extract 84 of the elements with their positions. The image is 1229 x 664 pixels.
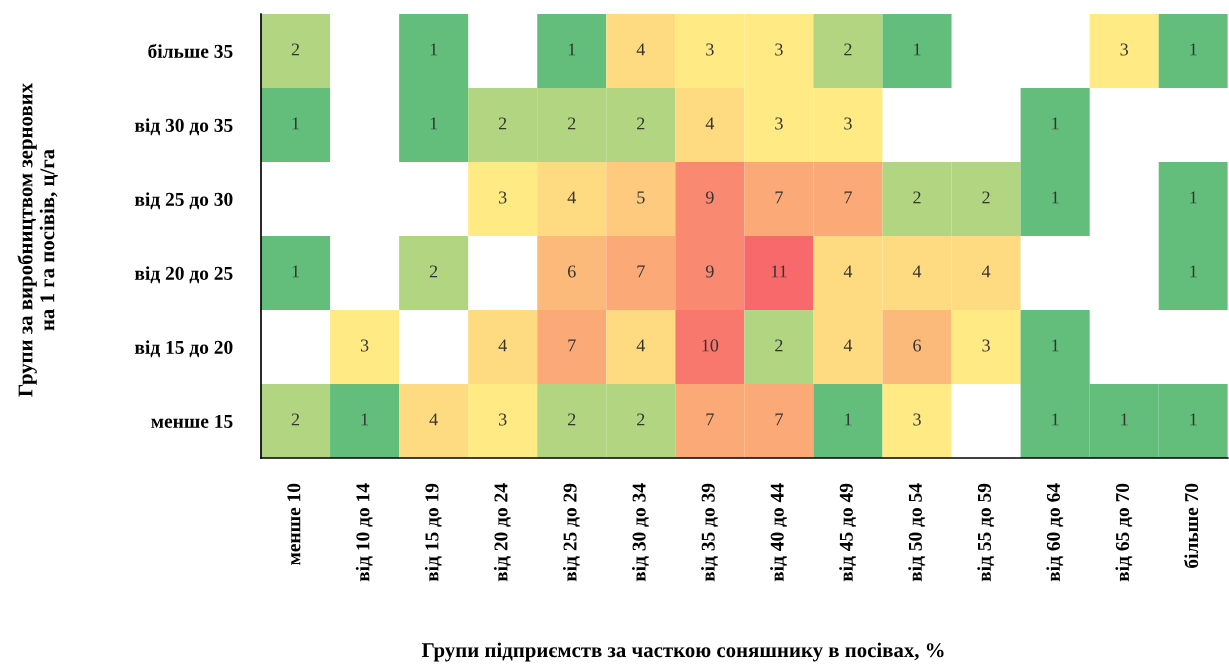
data-label: 2 [844,43,852,56]
data-label: 4 [705,117,715,130]
data-label: 6 [913,339,921,352]
data-label: 3 [706,43,714,56]
data-label: 4 [636,339,646,352]
data-label: 1 [361,413,369,426]
x-tick-label: більше 70 [1184,483,1199,568]
y-tick-label: більше 35 [148,43,233,58]
data-label: 4 [498,339,507,352]
data-label: 2 [775,339,783,352]
data-label: 4 [912,265,922,278]
data-label: 4 [843,339,853,352]
data-label: 1 [1052,191,1059,204]
x-tick-label: від 60 до 64 [1046,483,1064,582]
data-label: 3 [499,191,507,204]
data-label: 1 [1190,413,1197,426]
data-label: 2 [982,191,990,204]
data-label: 9 [705,191,714,204]
data-label: 4 [567,191,576,204]
x-tick-label: від 50 до 54 [908,483,926,582]
y-tick-label: від 15 до 20 [134,340,233,358]
data-label: 1 [430,43,438,56]
y-tick-label: від 25 до 30 [134,192,233,210]
data-label: 7 [706,413,714,426]
data-label: 3 [499,413,507,426]
data-label: 3 [775,43,783,56]
x-tick-label: від 35 до 39 [701,483,718,582]
data-label: 4 [636,43,646,56]
data-label: 1 [292,265,299,278]
y-tick-label: від 30 до 35 [134,118,233,136]
data-label: 7 [775,413,783,426]
data-label: 11 [771,265,787,278]
data-label: 1 [1190,265,1197,278]
data-label: 10 [702,339,719,352]
x-tick-label: від 15 до 19 [424,483,442,582]
y-tick-label: від 20 до 25 [134,266,233,284]
data-label: 2 [637,117,645,130]
data-label: 1 [568,43,576,56]
x-axis-title: Групи підприємств за часткою соняшнику в посівах, % [421,642,944,662]
data-label: 1 [1190,191,1197,204]
data-label: 5 [637,191,645,204]
data-label: 3 [913,413,921,426]
data-label: 3 [844,117,852,130]
data-label: 1 [1121,413,1128,426]
data-label: 1 [914,43,921,56]
data-label: 1 [292,117,299,130]
x-tick-label: від 25 до 29 [562,483,580,582]
x-tick-label: від 10 до 14 [355,483,373,582]
data-label: 4 [981,265,991,278]
x-tick-label: менше 10 [287,483,301,565]
x-tick-label: від 55 до 59 [977,483,995,582]
data-label: 2 [291,43,300,56]
data-label: 7 [568,339,576,352]
x-tick-label: від 30 до 34 [631,483,649,582]
x-tick-label: від 20 до 24 [493,483,511,582]
data-label: 2 [913,191,921,204]
data-label: 7 [637,265,645,278]
data-label: 1 [1052,339,1059,352]
y-tick-label: менше 15 [151,414,233,428]
y-axis-title: Групи за виробництвом зернових на 1 га посівів, ц/га [17,83,58,397]
data-label: 2 [498,117,507,130]
x-tick-label: від 45 до 49 [839,483,857,582]
data-label: 1 [845,413,852,426]
data-label: 9 [705,265,714,278]
x-tick-label: від 40 до 44 [770,483,787,582]
data-label: 3 [982,339,990,352]
data-label: 7 [775,191,783,204]
data-label: 2 [291,413,300,426]
data-label: 7 [844,191,852,204]
data-label: 1 [1190,43,1197,56]
data-label: 2 [568,413,576,426]
data-label: 6 [568,265,576,278]
data-label: 1 [430,117,438,130]
data-label: 1 [1052,413,1059,426]
data-label: 2 [568,117,576,130]
x-tick-label: від 65 до 70 [1115,483,1133,582]
data-label: 1 [1052,117,1059,130]
data-label: 4 [429,413,438,426]
data-label: 3 [1120,43,1128,56]
data-label: 2 [637,413,645,426]
data-label: 3 [360,339,369,352]
data-label: 2 [429,265,438,278]
data-label: 4 [843,265,853,278]
data-label: 3 [775,117,783,130]
